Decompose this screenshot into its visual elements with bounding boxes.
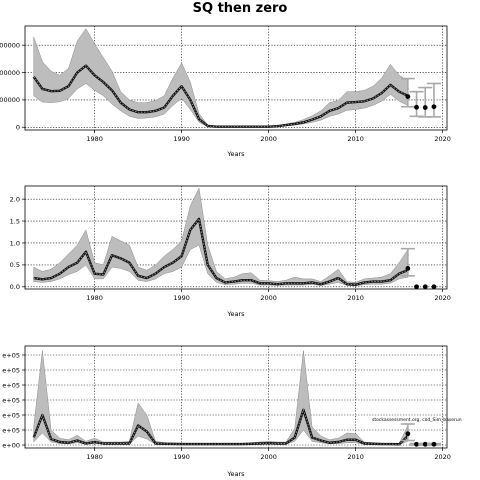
axes-frame [24,185,448,290]
forecast-point [422,441,428,447]
chart-title: SQ then zero [193,1,288,16]
y-tick-label: 1.0 [10,239,20,247]
x-tick-label: 2020 [434,135,451,143]
forecast-point [414,104,419,110]
confidence-band [33,187,409,287]
y-tick-label: 1.5 [10,217,20,225]
x-tick-label: 2020 [434,294,451,302]
forecast-point [422,105,428,110]
y-tick-label: 2.0 [10,195,20,203]
y-tick-label: e+05 [2,411,20,419]
forecast-point [431,441,437,447]
forecast-point [414,284,419,290]
y-tick-label: 0.0 [10,283,20,291]
y-tick-label: 300000 [0,41,20,49]
x-tick-label: 2000 [260,135,277,143]
y-tick-label: e+05 [2,381,20,389]
y-tick-label: 100000 [0,96,20,104]
forecast-point [422,284,428,290]
x-tick-label: 1980 [86,294,103,302]
forecast-point [405,431,411,437]
x-tick-label: 1980 [86,453,103,461]
forecast-point [431,104,437,110]
estimate-line-dash [33,217,409,286]
y-tick-label: e+05 [2,426,20,434]
y-tick-label: e+05 [2,396,20,404]
y-tick-label: e+00 [2,441,20,449]
forecast-point [414,441,419,447]
x-tick-label: 1990 [173,294,190,302]
panel-2: 1980 1990 2000 2010 2020 0.0 0.5 1.0 1.5 2.0 Years [10,185,451,318]
x-tick-label: 1980 [86,135,103,143]
panel-3: 1980 1990 2000 2010 2020 e+00 e+05 e+05 e+05 e+05… [2,345,451,478]
y-tick-label: e+05 [2,366,20,374]
x-tick-label: 2010 [347,453,364,461]
forecast-point [405,94,411,100]
x-tick-label: 2000 [260,453,277,461]
x-tick-label: 2010 [347,135,364,143]
estimate-line-dash [33,65,409,128]
x-tick-label: 1990 [173,135,190,143]
forecast-point [405,266,411,271]
estimate-line-dash [33,408,409,445]
x-tick-label: 2000 [260,294,277,302]
y-tick-label: 0 [16,124,20,132]
x-axis-label: Years [226,150,245,158]
credit-text: stockassessment.org, cod_Sim_baserun [372,417,462,423]
x-tick-label: 2010 [347,294,364,302]
x-tick-label: 2020 [434,453,451,461]
forecast-point [431,284,437,290]
y-tick-label: e+05 [2,351,20,359]
y-tick-label: 0.5 [10,261,20,269]
axes-frame [24,345,448,449]
x-tick-label: 1990 [173,453,190,461]
confidence-band [33,28,409,128]
confidence-band [33,350,409,445]
x-axis-label: Years [226,310,245,318]
axes-frame [24,25,448,131]
x-axis-label: Years [226,470,245,478]
